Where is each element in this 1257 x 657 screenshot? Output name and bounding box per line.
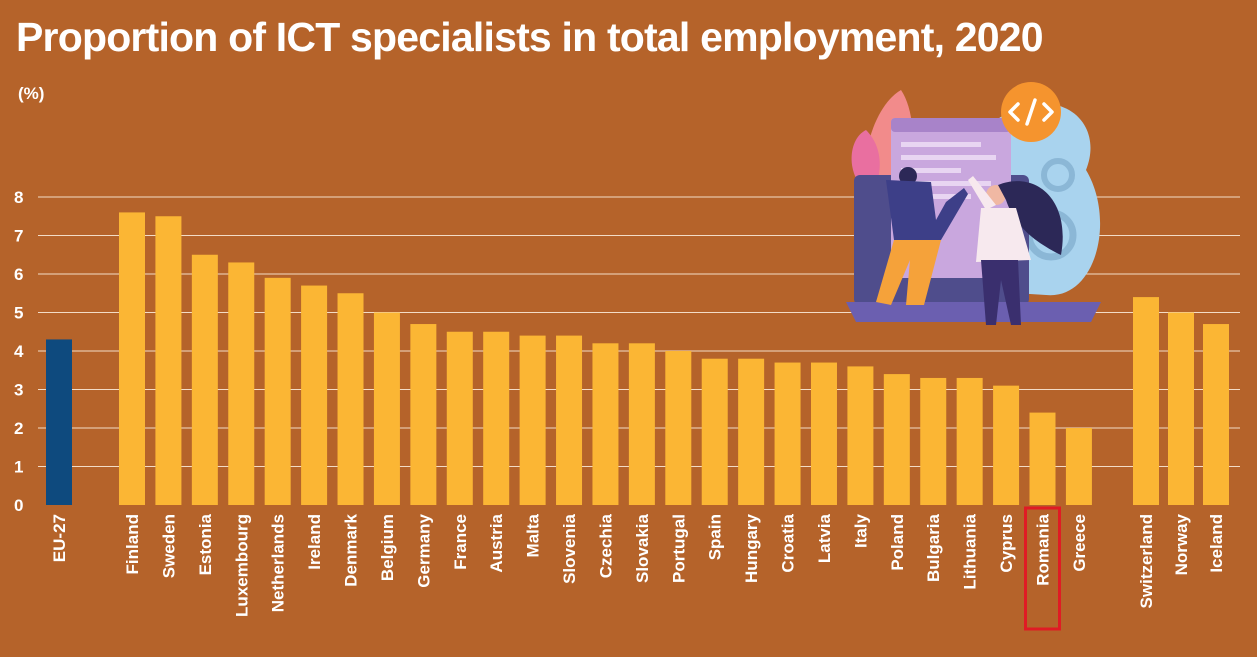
- code-line: [901, 155, 996, 160]
- x-tick-label: Cyprus: [997, 514, 1016, 573]
- unit-label: (%): [18, 84, 45, 103]
- bar-greece: [1065, 428, 1092, 505]
- browser-bar: [891, 118, 1011, 132]
- y-tick-label: 6: [14, 265, 23, 284]
- bar-slovakia: [628, 343, 655, 505]
- x-tick-label: Slovenia: [560, 513, 579, 583]
- x-tick-label: Sweden: [159, 514, 178, 578]
- bar-czechia: [592, 343, 619, 505]
- x-tick-label: Switzerland: [1137, 514, 1156, 608]
- bar-poland: [883, 374, 910, 505]
- bar-iceland: [1203, 324, 1229, 505]
- x-tick-label: Norway: [1172, 513, 1191, 575]
- bar-portugal: [665, 351, 692, 505]
- bar-ireland: [301, 285, 328, 505]
- bar-norway: [1168, 312, 1194, 505]
- bar-bulgaria: [920, 377, 947, 505]
- bar-sweden: [155, 216, 182, 505]
- x-axis-labels: EU-27 Finland Sweden Estonia Luxembourg Nethe…: [50, 513, 1226, 616]
- chart-title: Proportion of ICT specialists in total e…: [16, 14, 1044, 60]
- x-tick-label: Slovakia: [633, 513, 652, 583]
- bar-romania: [1029, 412, 1056, 505]
- code-line: [901, 168, 961, 173]
- bar-estonia: [191, 254, 218, 505]
- bar-denmark: [337, 293, 364, 505]
- x-tick-label: Denmark: [342, 513, 361, 586]
- bar-latvia: [810, 362, 837, 505]
- x-tick-label: Greece: [1070, 514, 1089, 572]
- person-legs: [981, 260, 1021, 325]
- y-tick-label: 1: [14, 458, 23, 477]
- x-tick-label: Ireland: [305, 514, 324, 570]
- x-tick-label: Romania: [1034, 513, 1053, 585]
- bar-lithuania: [956, 377, 983, 505]
- person-arm: [968, 176, 996, 210]
- x-tick-label: Austria: [487, 513, 506, 572]
- x-tick-label: Spain: [706, 514, 725, 560]
- y-tick-label: 2: [14, 419, 23, 438]
- x-tick-label: Iceland: [1207, 514, 1226, 573]
- x-tick-label: Finland: [123, 514, 142, 574]
- bar-cyprus: [993, 385, 1020, 505]
- y-tick-label: 0: [14, 496, 23, 515]
- illustration: [846, 82, 1101, 325]
- bar-switzerland: [1133, 297, 1159, 505]
- bar-hungary: [738, 358, 765, 505]
- y-tick-label: 8: [14, 188, 23, 207]
- x-tick-label: Malta: [524, 513, 543, 557]
- x-tick-label: France: [451, 514, 470, 570]
- x-tick-label: Bulgaria: [924, 513, 943, 582]
- x-tick-label: Poland: [888, 514, 907, 571]
- x-tick-label: Italy: [851, 513, 870, 548]
- y-axis-ticks: 0 1 2 3 4 5 6 7 8: [14, 188, 24, 515]
- bar-italy: [847, 366, 874, 505]
- bar-eu-27: [46, 339, 72, 505]
- code-line: [901, 194, 971, 199]
- x-tick-label: Netherlands: [269, 514, 288, 612]
- x-tick-label: EU-27: [50, 514, 69, 562]
- bars: [46, 212, 1229, 505]
- bar-slovenia: [556, 335, 583, 505]
- bar-malta: [519, 335, 546, 505]
- x-tick-label: Luxembourg: [232, 514, 251, 617]
- y-tick-label: 3: [14, 381, 23, 400]
- x-tick-label: Belgium: [378, 514, 397, 581]
- bar-belgium: [373, 312, 400, 505]
- gear-icon: [1041, 158, 1075, 192]
- laptop-base: [846, 302, 1101, 322]
- x-tick-label: Croatia: [779, 513, 798, 572]
- bar-netherlands: [264, 277, 291, 505]
- person-hair: [998, 181, 1063, 255]
- person-body: [886, 180, 968, 240]
- x-tick-label: Estonia: [196, 513, 215, 575]
- bar-germany: [410, 324, 437, 505]
- code-line: [901, 181, 991, 186]
- y-tick-label: 5: [14, 304, 23, 323]
- x-tick-label: Lithuania: [961, 513, 980, 589]
- x-tick-label: Latvia: [815, 513, 834, 563]
- code-icon: [1008, 98, 1054, 126]
- bar-croatia: [774, 362, 801, 505]
- y-tick-label: 4: [14, 342, 24, 361]
- x-tick-label: Czechia: [596, 513, 615, 578]
- person-head: [899, 167, 917, 185]
- person-legs: [876, 240, 941, 305]
- x-tick-label: Portugal: [669, 514, 688, 583]
- x-tick-label: Hungary: [742, 513, 761, 583]
- highlight-box: [1024, 506, 1061, 631]
- person-body: [976, 208, 1031, 262]
- bar-france: [446, 331, 473, 505]
- y-tick-label: 7: [14, 227, 23, 246]
- code-line: [901, 142, 981, 147]
- bar-luxembourg: [228, 262, 255, 505]
- bar-spain: [701, 358, 728, 505]
- bar-finland: [119, 212, 145, 505]
- bar-austria: [483, 331, 510, 505]
- x-tick-label: Germany: [414, 513, 433, 587]
